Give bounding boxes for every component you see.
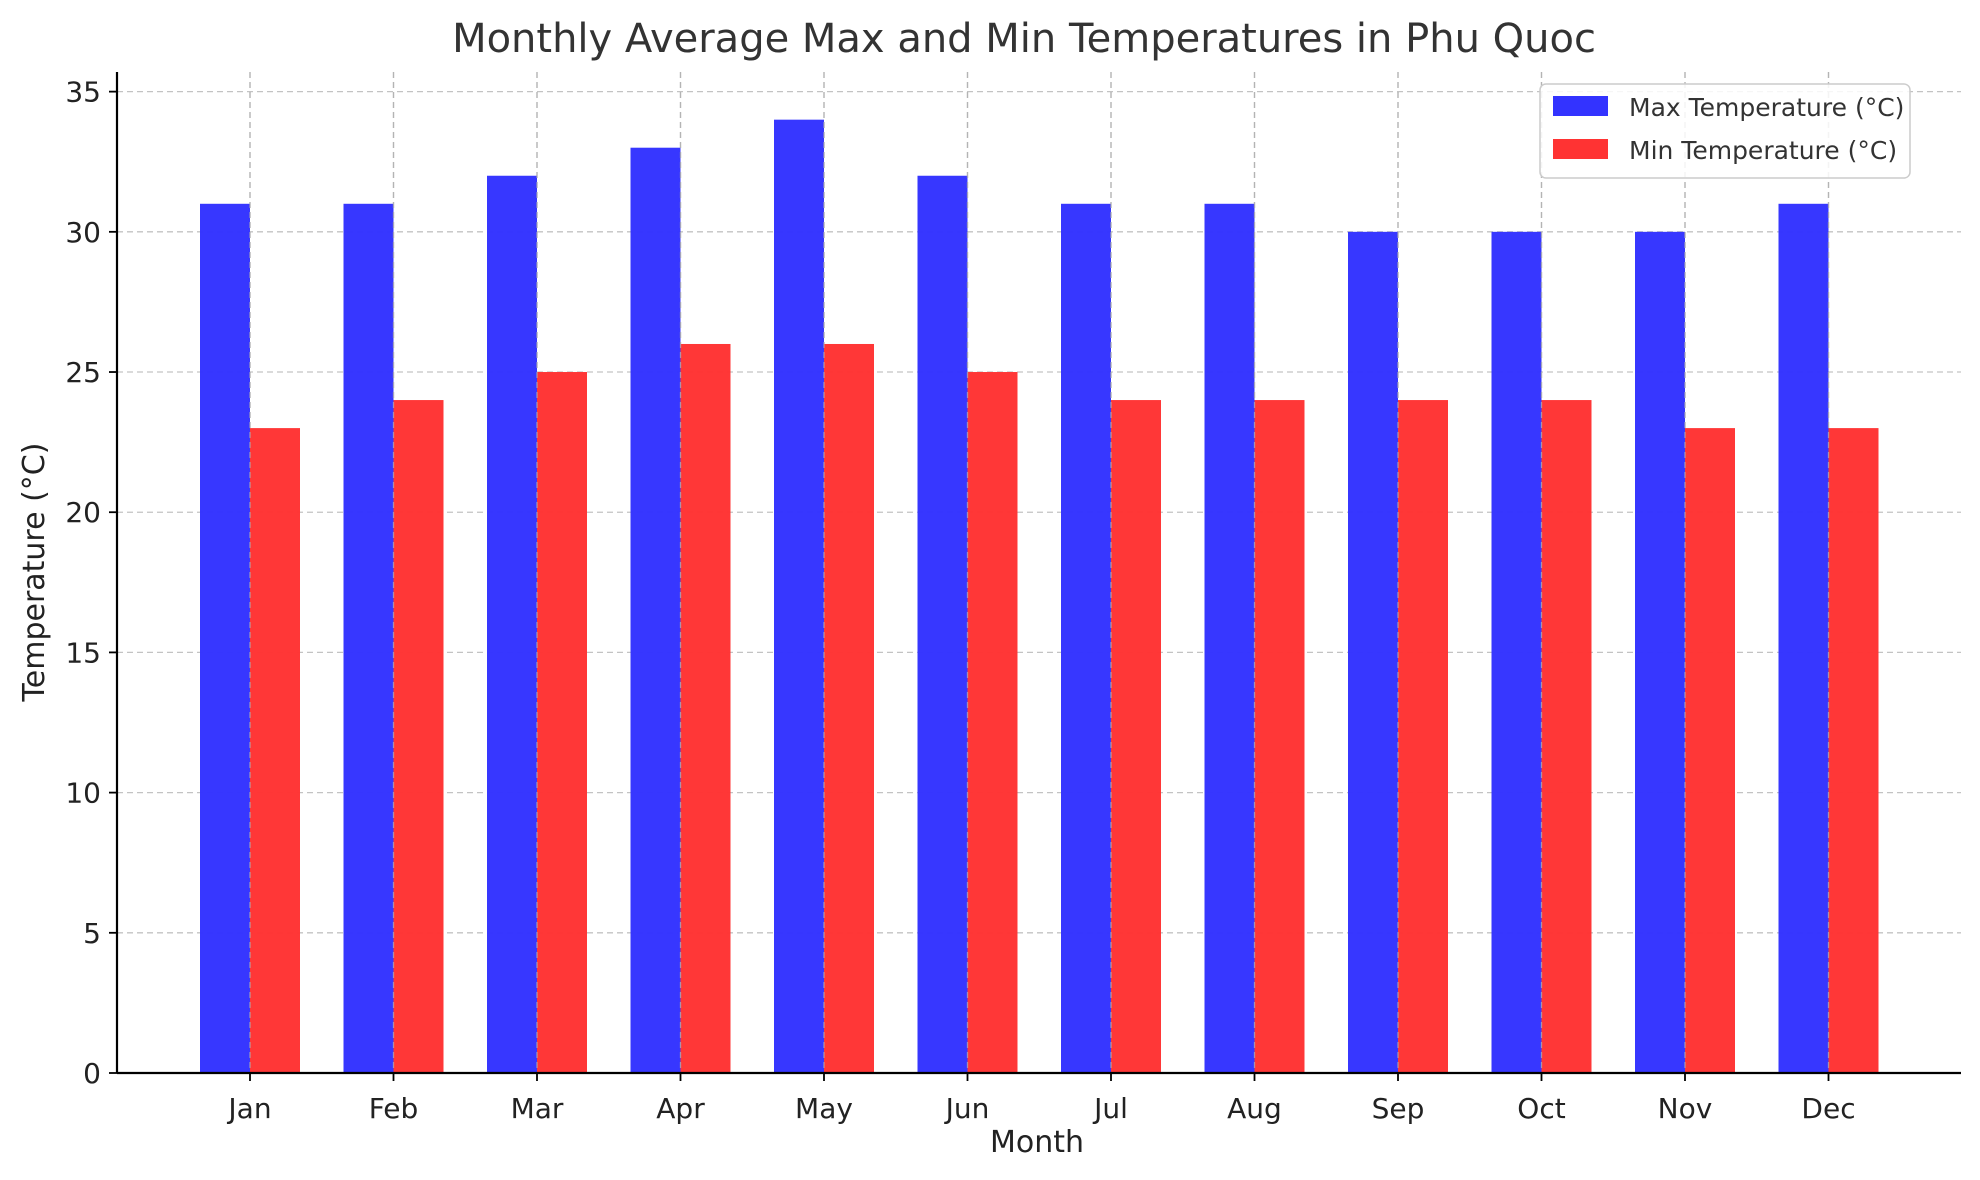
- bar-min-jan: [250, 428, 300, 1074]
- y-tick-label: 25: [65, 356, 101, 389]
- y-tick-label: 5: [83, 917, 101, 950]
- bar-max-jun: [917, 175, 968, 1073]
- bar-max-apr: [630, 147, 681, 1074]
- bar-min-aug: [1254, 400, 1305, 1073]
- x-tick-label: Apr: [656, 1092, 705, 1125]
- x-tick-label: Mar: [511, 1092, 564, 1125]
- axes-layer: [115, 72, 1961, 1075]
- y-tick-label: 15: [65, 636, 101, 669]
- bar-min-oct: [1541, 400, 1592, 1073]
- bar-min-dec: [1828, 428, 1879, 1074]
- x-tick-label: Jun: [944, 1092, 990, 1125]
- bar-max-mar: [487, 175, 537, 1073]
- bar-max-dec: [1778, 203, 1829, 1074]
- x-tick-label: Jan: [226, 1092, 271, 1125]
- bar-max-aug: [1204, 203, 1255, 1074]
- legend-frame: [1539, 83, 1911, 179]
- bar-max-sep: [1348, 231, 1398, 1073]
- bar-max-oct: [1491, 231, 1542, 1073]
- x-tick-label: Nov: [1658, 1092, 1713, 1125]
- y-axis-label: Temperature (°C): [17, 443, 52, 703]
- y-tick-label: 20: [65, 496, 101, 529]
- bar-max-nov: [1635, 231, 1685, 1073]
- y-tick-label: 35: [65, 76, 101, 109]
- legend: Max Temperature (°C) Min Temperature (°C…: [1539, 83, 1911, 179]
- bar-max-jan: [200, 203, 250, 1074]
- bar-min-nov: [1685, 428, 1735, 1074]
- bar-min-may: [824, 343, 874, 1074]
- chart-title: Monthly Average Max and Min Temperatures…: [452, 16, 1596, 62]
- bar-min-jun: [967, 372, 1018, 1073]
- x-axis-label: Month: [990, 1125, 1084, 1160]
- bar-max-may: [774, 119, 824, 1073]
- bar-min-feb: [393, 400, 444, 1073]
- x-tick-label: Jul: [1092, 1092, 1128, 1125]
- bar-min-apr: [680, 343, 731, 1074]
- x-tick-label: Sep: [1372, 1092, 1425, 1125]
- bar-min-mar: [537, 372, 587, 1073]
- bar-min-sep: [1398, 400, 1448, 1073]
- y-tick-label: 10: [65, 777, 101, 810]
- legend-swatch-min: [1553, 139, 1608, 159]
- bar-min-jul: [1111, 400, 1161, 1073]
- bar-max-jul: [1061, 203, 1111, 1074]
- x-tick-label: Oct: [1517, 1092, 1565, 1125]
- x-tick-label: May: [795, 1092, 853, 1125]
- y-tick-label: 30: [65, 216, 101, 249]
- y-tick-label: 0: [83, 1057, 101, 1090]
- x-tick-label: Dec: [1801, 1092, 1855, 1125]
- legend-label-max: Max Temperature (°C): [1629, 93, 1904, 122]
- bar-max-feb: [343, 203, 394, 1074]
- legend-label-min: Min Temperature (°C): [1629, 136, 1897, 165]
- x-tick-label: Aug: [1227, 1092, 1282, 1125]
- ticks-layer: 0 5 10 15 20 25 30 35 Jan Feb Mar Apr May Jun Jul Aug Se…: [65, 76, 1855, 1125]
- grid-overlay: [249, 72, 1830, 1073]
- x-tick-label: Feb: [369, 1092, 419, 1125]
- bars-layer: [200, 119, 1879, 1074]
- legend-swatch-max: [1553, 96, 1608, 116]
